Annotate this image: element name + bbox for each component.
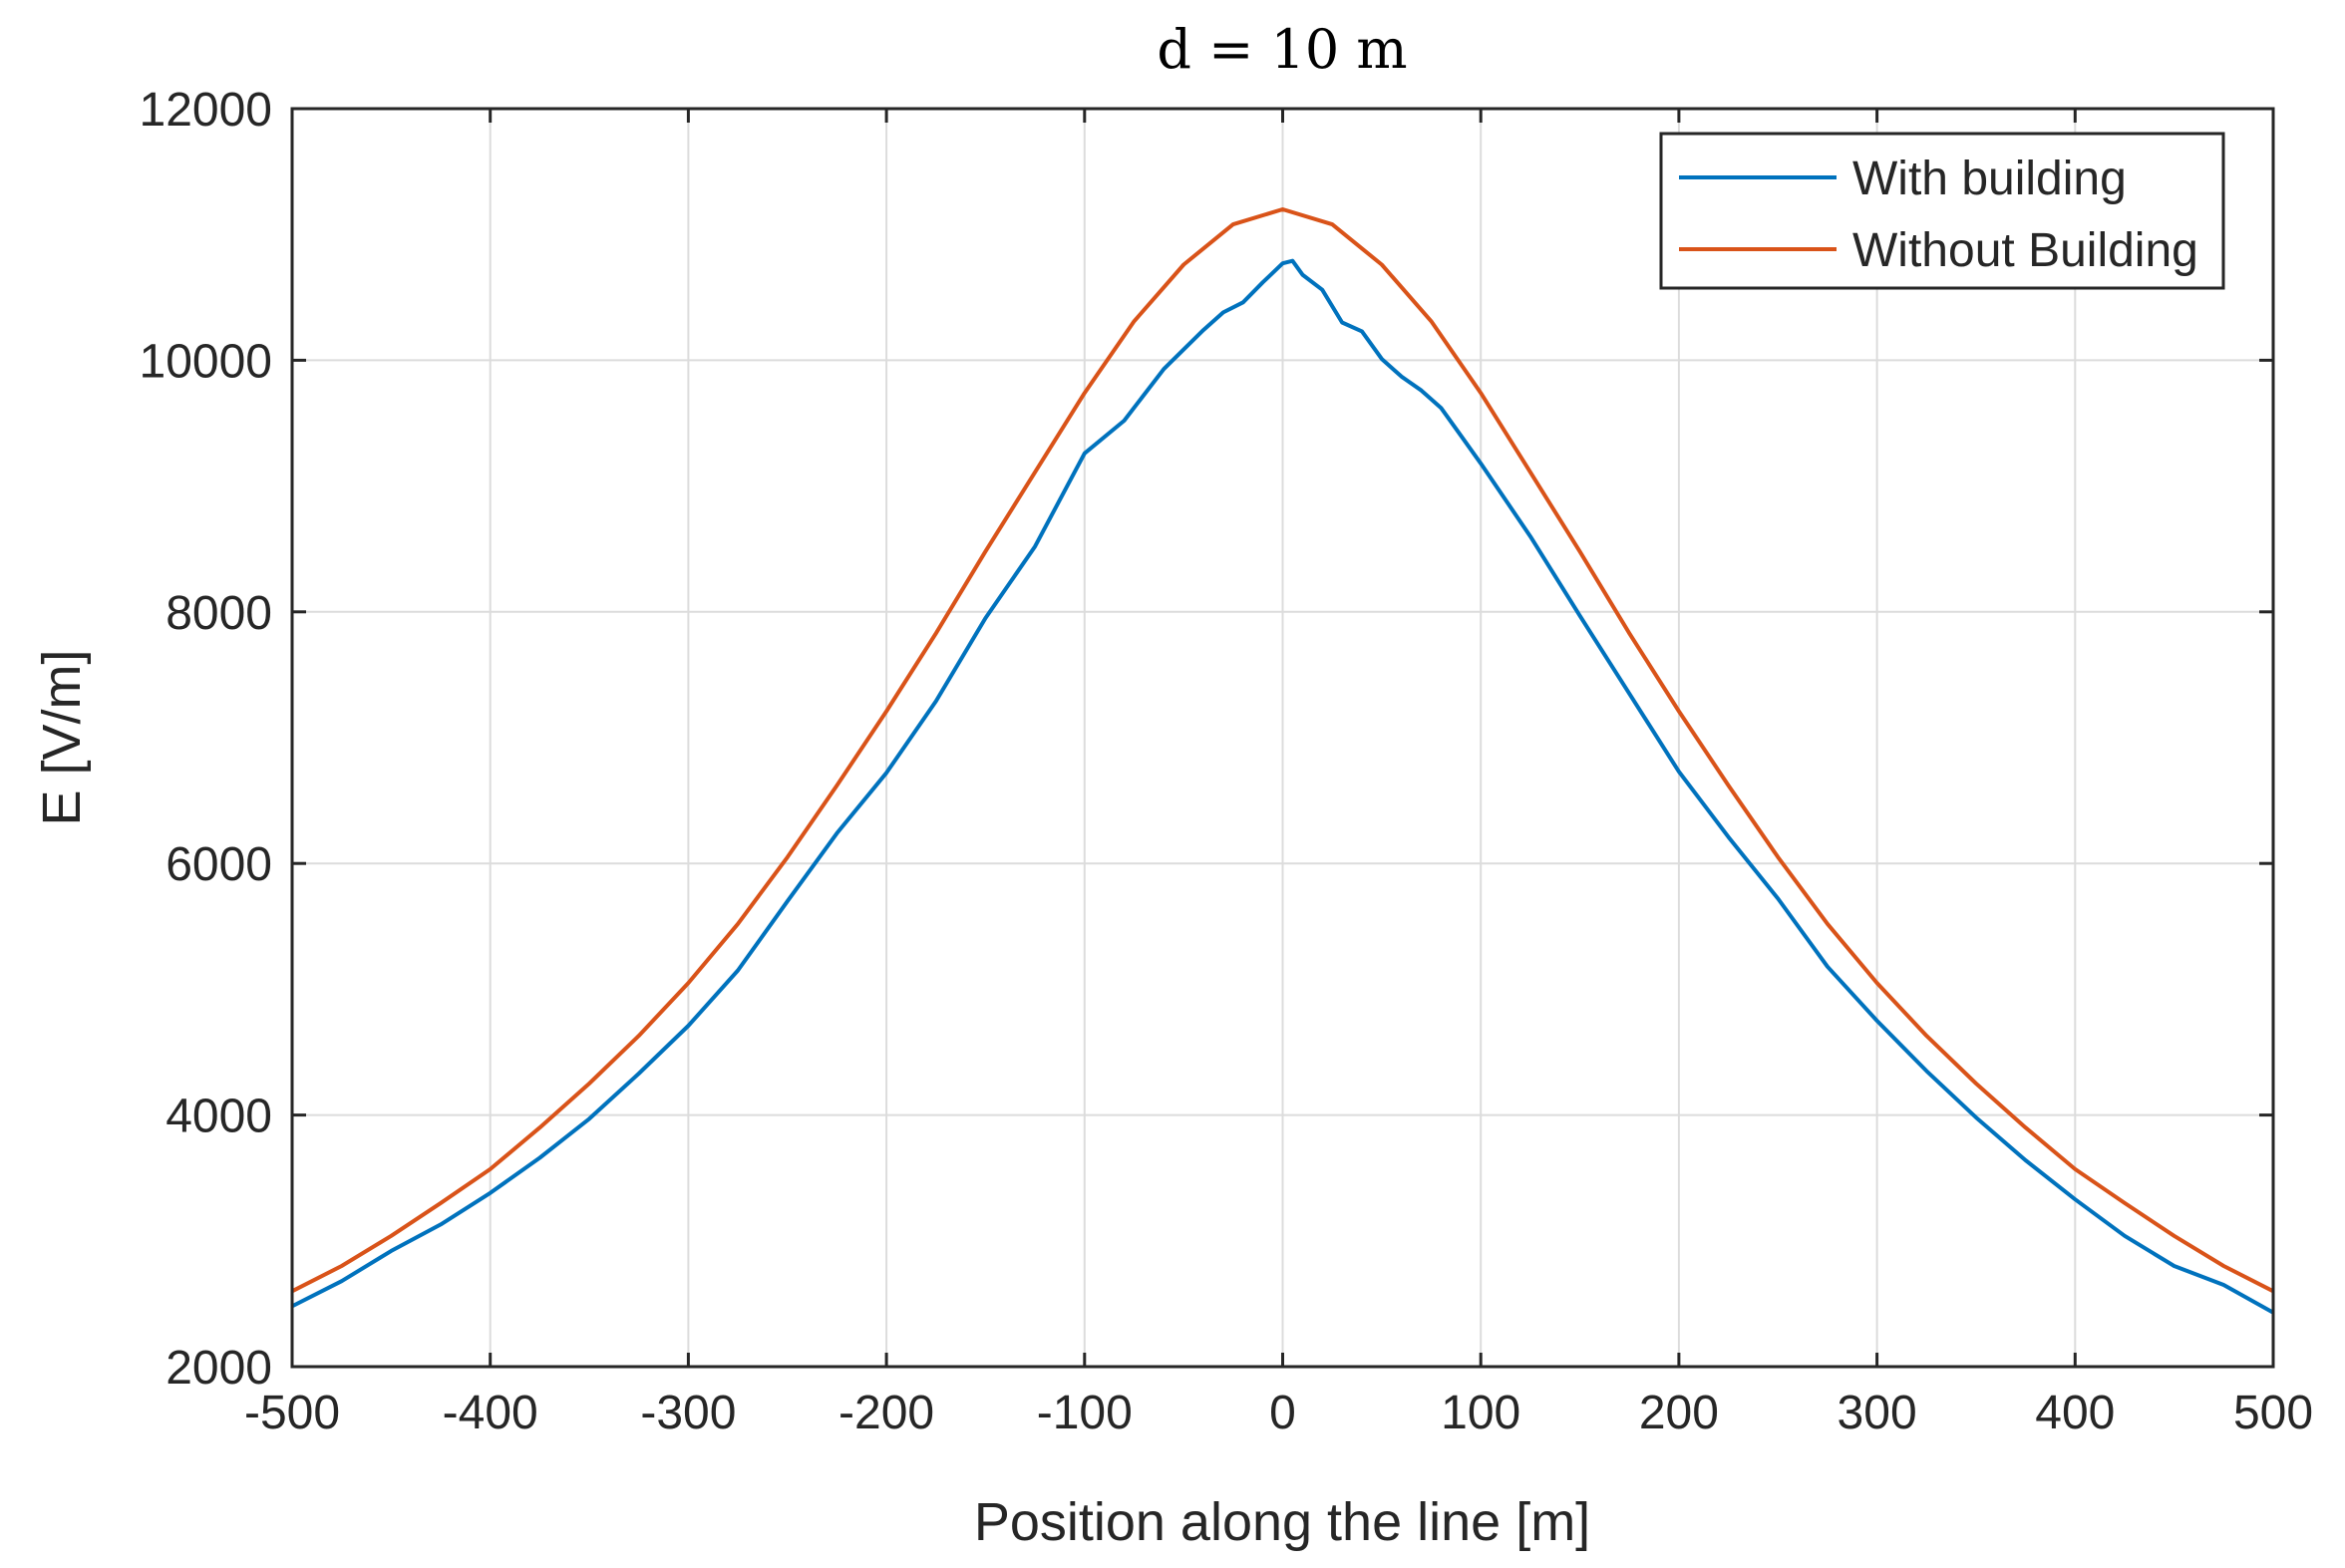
x-axis-label: Position along the line [m] <box>974 1492 1590 1552</box>
x-tick-label: -500 <box>244 1387 340 1439</box>
x-tick-label: -400 <box>443 1387 538 1439</box>
x-tick-label: -200 <box>838 1387 934 1439</box>
y-tick-label: 12000 <box>140 84 272 137</box>
x-tick-label: 200 <box>1639 1387 1719 1439</box>
y-tick-label: 6000 <box>166 838 272 891</box>
y-tick-label: 8000 <box>166 587 272 640</box>
legend-label-with-building: With building <box>1852 153 2127 205</box>
y-tick-label: 4000 <box>166 1091 272 1143</box>
grid <box>292 109 2273 1367</box>
y-axis-label: E [V/m] <box>32 649 92 825</box>
x-tick-label: 500 <box>2233 1387 2313 1439</box>
legend-label-without-building: Without Building <box>1852 224 2198 277</box>
tick-labels: -500 -400 -300 -200 -100 0 100 200 300 400 500 2000… <box>140 84 2314 1439</box>
x-tick-label: 400 <box>2035 1387 2115 1439</box>
x-tick-label: -100 <box>1037 1387 1133 1439</box>
y-tick-label: 2000 <box>166 1342 272 1395</box>
ticks <box>290 107 2275 1369</box>
x-tick-label: 100 <box>1441 1387 1520 1439</box>
chart-title: d = 10 m <box>1157 18 1407 81</box>
series-layer <box>291 207 2274 1315</box>
legend-box <box>1659 132 2225 290</box>
legend: With building Without Building <box>1659 132 2225 290</box>
x-tick-label: -300 <box>640 1387 736 1439</box>
series-line-with-building <box>291 258 2274 1315</box>
y-tick-label: 10000 <box>140 335 272 388</box>
x-tick-label: 300 <box>1838 1387 1917 1439</box>
x-tick-label: 0 <box>1269 1387 1296 1439</box>
series-line-without-building <box>291 207 2274 1294</box>
